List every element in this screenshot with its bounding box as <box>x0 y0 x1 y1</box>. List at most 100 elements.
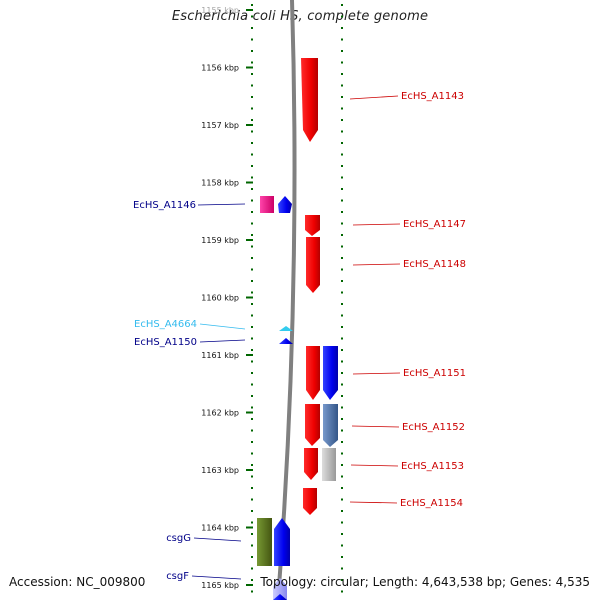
right-guide-dots <box>341 4 343 593</box>
guide-dot <box>341 245 343 248</box>
tick-label: 1163 kbp <box>201 466 239 475</box>
gene-EcHS_A1153[interactable] <box>304 448 318 480</box>
guide-dot <box>251 130 253 133</box>
gene-EcHS_A1143[interactable] <box>301 58 318 142</box>
genome-title: Escherichia coli HS, complete genome <box>171 9 429 24</box>
tick-label: 1164 kbp <box>201 524 239 533</box>
label-EcHS_A1154[interactable]: EcHS_A1154 <box>400 498 463 509</box>
guide-dot <box>251 50 253 52</box>
guide-dot <box>251 280 253 282</box>
label-EcHS_A1152[interactable]: EcHS_A1152 <box>402 422 465 433</box>
tick-label: 1157 kbp <box>201 121 239 130</box>
gene-EcHS_A1153-grey[interactable] <box>322 448 336 481</box>
guide-dot <box>251 107 253 110</box>
guide-dot <box>341 280 343 282</box>
guide-dot <box>341 395 343 397</box>
guide-dot <box>341 579 343 581</box>
accession-text: Accession: NC_009800 <box>9 575 146 589</box>
guide-dot <box>341 487 343 489</box>
left-guide-dots <box>251 4 253 593</box>
gene-EcHS_A1146-arrow[interactable] <box>278 196 292 213</box>
guide-dot <box>251 268 253 271</box>
tick-label: 1155 kbp <box>201 6 239 15</box>
guide-dot <box>251 15 253 18</box>
leader-EcHS_A1152 <box>351 425 400 428</box>
guide-dot <box>341 15 343 18</box>
guide-dot <box>251 441 253 443</box>
label-EcHS_A4664[interactable]: EcHS_A4664 <box>134 319 197 330</box>
label-EcHS_A1148[interactable]: EcHS_A1148 <box>403 259 466 270</box>
label-EcHS_A1153[interactable]: EcHS_A1153 <box>401 461 464 472</box>
guide-dot <box>251 337 253 340</box>
label-EcHS_A1150[interactable]: EcHS_A1150 <box>134 337 197 348</box>
label-EcHS_A1151[interactable]: EcHS_A1151 <box>403 368 466 379</box>
guide-dot <box>251 84 253 87</box>
guide-dot <box>341 337 343 340</box>
guide-dot <box>251 464 253 466</box>
guide-dot <box>251 188 253 190</box>
tick-label: 1162 kbp <box>201 409 239 418</box>
guide-dot <box>251 153 253 156</box>
gene-csgG-arrow[interactable] <box>274 518 290 566</box>
guide-dot <box>251 61 253 64</box>
gene-csgF-dark[interactable] <box>273 594 287 600</box>
guide-dot <box>341 27 343 29</box>
guide-dot <box>251 291 253 294</box>
guide-dot <box>251 349 253 351</box>
guide-dot <box>251 234 253 236</box>
guide-dot <box>251 326 253 328</box>
label-EcHS_A1147[interactable]: EcHS_A1147 <box>403 219 466 230</box>
gene-EcHS_A1154[interactable] <box>303 488 317 515</box>
leader-EcHS_A1150 <box>199 339 246 343</box>
guide-dot <box>251 257 253 259</box>
gene-EcHS_A1147[interactable] <box>305 215 320 236</box>
guide-dot <box>341 510 343 512</box>
gene-EcHS_A1152-steel[interactable] <box>323 404 338 447</box>
label-EcHS_A1146[interactable]: EcHS_A1146 <box>133 200 196 211</box>
gene-csgG[interactable] <box>257 518 272 566</box>
guide-dot <box>251 475 253 478</box>
guide-dot <box>341 268 343 271</box>
guide-dot <box>341 38 343 41</box>
guide-dot <box>341 533 343 535</box>
gene-EcHS_A1150-arrow[interactable] <box>279 338 293 344</box>
gene-EcHS_A1151[interactable] <box>306 346 320 400</box>
guide-dot <box>341 130 343 133</box>
label-csgG[interactable]: csgG <box>166 533 191 544</box>
label-csgF[interactable]: csgF <box>166 571 189 582</box>
tick-label: 1156 kbp <box>201 64 239 73</box>
tick-label: 1158 kbp <box>201 179 239 188</box>
gene-EcHS_A1148[interactable] <box>306 237 320 293</box>
leader-EcHS_A4664 <box>199 323 246 330</box>
guide-dot <box>341 314 343 317</box>
guide-dot <box>341 498 343 501</box>
tick-label: 1165 kbp <box>201 581 239 590</box>
guide-dot <box>251 406 253 409</box>
guide-dot <box>341 257 343 259</box>
label-EcHS_A1143[interactable]: EcHS_A1143 <box>401 91 464 102</box>
gene-EcHS_A4664-arrow[interactable] <box>279 326 293 331</box>
guide-dot <box>341 4 343 6</box>
guide-dot <box>341 349 343 351</box>
guide-dot <box>341 567 343 570</box>
forward-strand-genes <box>301 58 338 515</box>
guide-dot <box>341 429 343 432</box>
guide-dot <box>341 188 343 190</box>
guide-dot <box>251 73 253 75</box>
gene-EcHS_A1152[interactable] <box>305 404 320 446</box>
guide-dot <box>341 142 343 144</box>
gene-EcHS_A1146-magenta[interactable] <box>260 196 274 213</box>
guide-dot <box>341 61 343 64</box>
guide-dot <box>251 314 253 317</box>
genome-summary-text: Topology: circular; Length: 4,643,538 bp… <box>260 575 590 589</box>
guide-dot <box>251 142 253 144</box>
gene-csgF[interactable] <box>273 578 287 600</box>
leader-csgF <box>191 575 242 580</box>
guide-dot <box>251 452 253 455</box>
guide-dot <box>251 372 253 374</box>
gene-EcHS_A1151-blue[interactable] <box>323 346 338 400</box>
leader-EcHS_A1148 <box>352 263 401 266</box>
guide-dot <box>341 50 343 52</box>
tick-label: 1159 kbp <box>201 236 239 245</box>
